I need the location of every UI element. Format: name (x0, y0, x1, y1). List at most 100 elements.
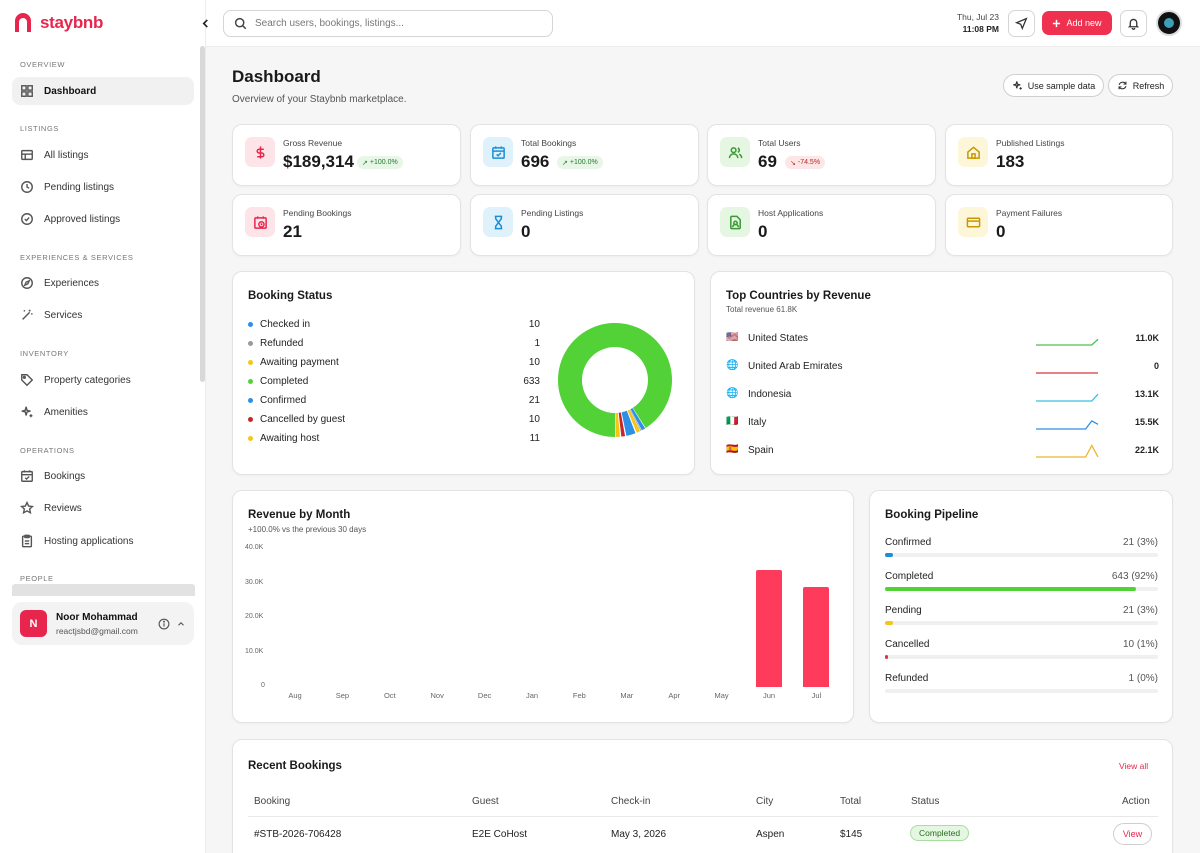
donut-slice-confirmed[interactable] (621, 410, 636, 436)
stat-label: Gross Revenue (283, 138, 343, 148)
sidebar-item-label: Hosting applications (44, 535, 134, 547)
sidebar-item-amenities[interactable]: Amenities (12, 398, 194, 426)
column-header[interactable]: Check-in (611, 796, 651, 807)
donut-slice-cancelled-by-guest[interactable] (618, 412, 626, 437)
donut-slice-awaiting-payment[interactable] (627, 409, 641, 433)
search-input[interactable] (255, 18, 535, 29)
card-subtitle: +100.0% vs the previous 30 days (248, 525, 367, 534)
legend-label: Checked in (260, 318, 311, 330)
users-icon (728, 146, 742, 158)
pipeline-value: 643 (92%) (1111, 571, 1158, 582)
donut-slice-awaiting-host[interactable] (615, 412, 620, 437)
x-tick-label: Mar (620, 691, 634, 700)
credit-card-icon (966, 217, 980, 227)
flag-icon: 🇺🇸 (726, 332, 739, 343)
booking-status-card: Booking Status Checked in 10 Refunded 1 Aw… (232, 271, 695, 475)
stat-value: 0 (758, 222, 768, 241)
notifications-button[interactable] (1120, 10, 1147, 37)
column-header[interactable]: Action (1122, 796, 1150, 807)
nav-section-listings: Listings (20, 124, 59, 133)
sparkline (1036, 338, 1099, 346)
legend-value: 10 (528, 356, 540, 368)
star-icon (20, 501, 34, 515)
x-tick-label: Jun (762, 691, 776, 700)
pipeline-value: 21 (3%) (1122, 605, 1158, 616)
sidebar-scrollbar[interactable] (200, 46, 205, 382)
trend-badge: ↘ -74.5% (785, 156, 826, 169)
revenue-chart-card: Revenue by Month +100.0% vs the previous… (232, 490, 854, 723)
revenue-bar-jul[interactable] (803, 586, 830, 687)
revenue-bar-jun[interactable] (756, 569, 782, 687)
pipeline-label: Cancelled (885, 639, 930, 650)
sparkline (1036, 420, 1099, 430)
legend-item: Checked in 10 (248, 317, 540, 331)
add-new-button[interactable]: Add new (1042, 11, 1112, 35)
country-name: United States (748, 332, 809, 344)
flag-icon: 🌐 (726, 360, 739, 371)
view-booking-button[interactable]: View (1113, 823, 1152, 845)
view-all-link[interactable]: View all (1119, 761, 1149, 771)
column-header[interactable]: Booking (254, 796, 291, 807)
donut-slice-refunded[interactable] (629, 409, 642, 431)
donut-slice-checked-in[interactable] (630, 408, 646, 431)
sidebar-item-experiences[interactable]: Experiences (12, 269, 194, 297)
use-sample-data-button[interactable]: Use sample data (1003, 74, 1104, 97)
info-icon[interactable] (158, 618, 170, 630)
legend-item: Awaiting payment 10 (248, 355, 540, 369)
column-header[interactable]: City (756, 796, 774, 807)
sidebar-item-people-partial[interactable] (12, 584, 195, 596)
sidebar-item-services[interactable]: Services (12, 301, 194, 329)
user-card[interactable]: N Noor Mohammad reactjsbd@gmail.com (12, 602, 194, 645)
sidebar-item-all-listings[interactable]: All listings (12, 141, 194, 169)
profile-avatar[interactable] (1156, 10, 1182, 36)
sidebar-item-label: Dashboard (44, 85, 97, 97)
trend-value: -74.5% (797, 159, 821, 166)
brand-logo[interactable]: staybnb (12, 12, 103, 34)
pipeline-progress (885, 587, 1158, 591)
sparkline (1036, 393, 1099, 402)
stat-icon-bg (245, 207, 275, 237)
sidebar-item-hosting-applications[interactable]: Hosting applications (12, 527, 194, 555)
legend-dot (248, 359, 253, 365)
top-countries-card: Top Countries by Revenue Total revenue 6… (710, 271, 1173, 475)
stat-label: Published Listings (996, 138, 1065, 148)
calendar-check-icon (21, 470, 33, 482)
donut-slice-completed[interactable] (558, 323, 672, 437)
collapse-sidebar-button[interactable] (198, 14, 212, 32)
legend-dot (248, 397, 253, 403)
search-box[interactable] (223, 10, 553, 37)
sidebar-item-label: Approved listings (44, 213, 121, 225)
pipeline-row: Refunded 1 (0%) (885, 673, 1158, 693)
sidebar-item-dashboard[interactable]: Dashboard (12, 77, 194, 105)
sidebar-item-property-categories[interactable]: Property categories (12, 366, 194, 394)
navigate-button[interactable] (1008, 10, 1035, 37)
avatar: N (20, 610, 47, 637)
sidebar-item-approved-listings[interactable]: Approved listings (12, 205, 194, 233)
pipeline-label: Refunded (885, 673, 929, 684)
chevron-up-icon[interactable] (176, 619, 186, 629)
stat-value: 21 (283, 222, 302, 241)
legend-value: 10 (528, 413, 540, 425)
stat-icon-bg (720, 207, 750, 237)
column-header[interactable]: Guest (472, 796, 499, 807)
stat-card-pending-listings: Pending Listings 0 (470, 194, 699, 256)
legend-label: Refunded (260, 337, 304, 349)
legend-value: 1 (534, 337, 540, 349)
column-header[interactable]: Total (840, 796, 862, 807)
refresh-button[interactable]: Refresh (1108, 74, 1173, 97)
list-icon (21, 149, 33, 161)
sidebar-item-pending-listings[interactable]: Pending listings (12, 173, 194, 201)
card-title: Booking Status (248, 290, 333, 302)
bell-icon (1127, 18, 1140, 30)
sidebar-item-reviews[interactable]: Reviews (12, 494, 194, 522)
legend-value: 10 (528, 318, 540, 330)
send-icon (1015, 17, 1028, 30)
sidebar-item-label: Bookings (44, 470, 86, 482)
pipeline-label: Confirmed (885, 537, 932, 548)
sidebar-item-bookings[interactable]: Bookings (12, 462, 194, 490)
legend-dot (248, 378, 253, 384)
country-row: 🌐 United Arab Emirates 0 (726, 357, 1159, 375)
top-header: Thu, Jul 23 11:08 PM Add new (206, 0, 1200, 47)
column-header[interactable]: Status (911, 796, 940, 807)
country-revenue: 13.1K (1134, 389, 1159, 399)
